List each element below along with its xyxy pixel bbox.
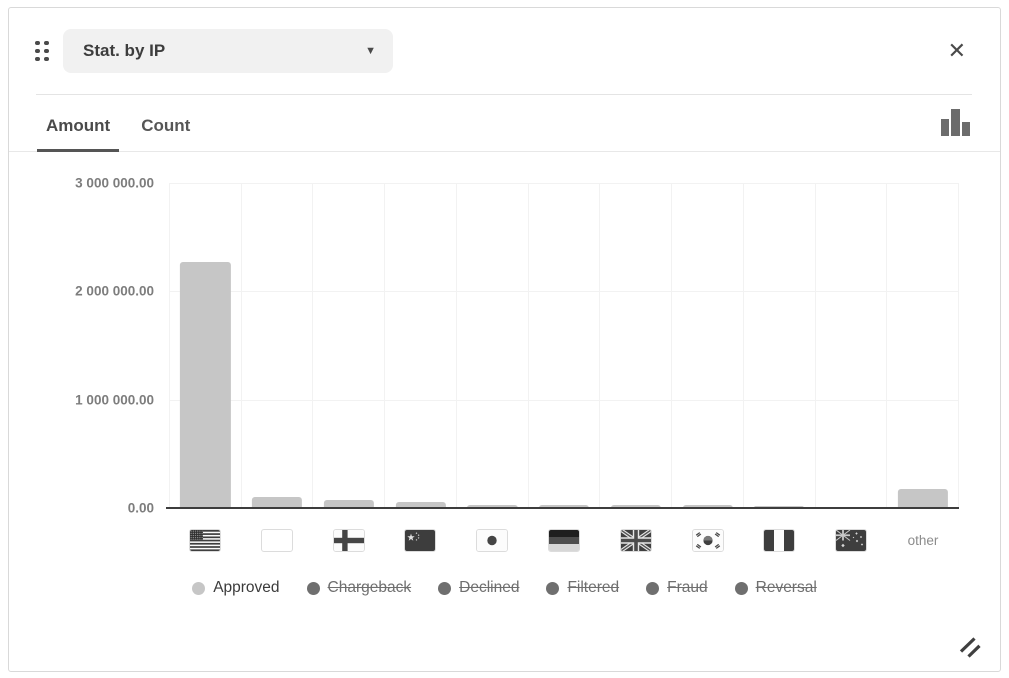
plot-area — [166, 183, 960, 509]
legend-dot — [734, 581, 748, 595]
legend-label: Filtered — [567, 579, 620, 596]
x-flag-finland — [313, 528, 385, 552]
x-label-other: other — [887, 528, 959, 552]
germany-flag-icon — [547, 528, 580, 552]
y-axis: 3 000 000.00 2 000 000.00 1 000 000.00 0.00 — [19, 176, 169, 516]
bar-us[interactable] — [180, 262, 231, 508]
tab-amount[interactable]: Amount — [37, 116, 120, 152]
legend-item-approved[interactable]: Approved — [192, 579, 280, 597]
legend-item-fraud[interactable]: Fraud — [646, 579, 708, 597]
x-axis-flags: other — [169, 528, 959, 552]
resize-handle-icon[interactable] — [958, 635, 983, 660]
plot-column-ng — [744, 183, 816, 508]
legend-dot — [546, 581, 560, 595]
plot-column-cn — [385, 183, 457, 508]
plot-column-au — [816, 183, 888, 508]
south-korea-flag-icon — [691, 528, 724, 552]
legend-label: Declined — [459, 579, 520, 596]
plot-column-fi — [313, 183, 386, 508]
chevron-down-icon: ▼ — [365, 45, 376, 57]
legend-dot — [646, 581, 660, 595]
china-flag-icon — [404, 528, 437, 552]
legend-dot — [306, 581, 320, 595]
japan-flag-icon — [476, 528, 509, 552]
blank-flag-icon — [260, 528, 293, 552]
bar-kr[interactable] — [682, 505, 733, 508]
legend-label: Chargeback — [327, 579, 412, 596]
x-flag-japan — [456, 528, 528, 552]
chart-area: 3 000 000.00 2 000 000.00 1 000 000.00 0.00 — [75, 176, 960, 516]
x-flag-us — [169, 528, 241, 552]
x-flag-south-korea — [672, 528, 744, 552]
y-tick-label: 2 000 000.00 — [75, 283, 154, 299]
drag-handle-icon[interactable] — [35, 40, 49, 62]
stat-by-ip-widget: Stat. by IP ▼ ✕ Amount Count 3 000 000.0… — [8, 7, 1001, 672]
gridline-horizontal — [170, 399, 959, 401]
nigeria-flag-icon — [763, 528, 796, 552]
legend-item-declined[interactable]: Declined — [438, 579, 519, 597]
legend-label: Reversal — [755, 579, 817, 596]
legend-item-filtered[interactable]: Filtered — [546, 579, 619, 597]
tab-count[interactable]: Count — [141, 116, 191, 135]
plot-column-other — [887, 183, 960, 508]
bar-other[interactable] — [897, 489, 948, 508]
y-tick-label: 1 000 000.00 — [75, 392, 154, 408]
x-flag-australia — [815, 528, 887, 552]
y-tick-label: 3 000 000.00 — [75, 175, 154, 191]
bar-unknown[interactable] — [251, 497, 303, 508]
uk-flag-icon — [619, 528, 652, 552]
widget-title-dropdown[interactable]: Stat. by IP ▼ — [63, 29, 393, 73]
legend-label: Fraud — [667, 579, 708, 596]
plot-column-jp — [457, 183, 529, 508]
bar-cn[interactable] — [395, 502, 446, 508]
tabs-bar: Amount Count — [9, 95, 1000, 152]
bar-jp[interactable] — [467, 505, 518, 508]
bar-chart-icon[interactable] — [940, 108, 970, 138]
bar-gb[interactable] — [610, 505, 661, 508]
header-divider — [36, 94, 972, 95]
legend-item-reversal[interactable]: Reversal — [734, 579, 817, 597]
x-flag-china — [384, 528, 456, 552]
us-flag-icon — [188, 528, 221, 552]
bar-ng[interactable] — [754, 505, 805, 508]
australia-flag-icon — [835, 528, 868, 552]
plot-column-unknown — [242, 183, 314, 508]
gridline-horizontal — [170, 291, 959, 293]
x-flag-unknown — [241, 528, 313, 552]
finland-flag-icon — [332, 528, 365, 552]
legend-dot — [438, 581, 452, 595]
legend: Approved Chargeback Declined Filtered Fraud R… — [9, 579, 1000, 597]
plot-column-kr — [672, 183, 744, 508]
x-axis-line — [166, 507, 959, 509]
plot-column-gb — [600, 183, 673, 508]
legend-dot — [192, 581, 206, 595]
widget-title: Stat. by IP — [83, 41, 166, 60]
plot-column-us — [170, 183, 242, 508]
close-button[interactable]: ✕ — [944, 36, 970, 66]
x-flag-uk — [600, 528, 672, 552]
y-tick-label: 0.00 — [127, 500, 154, 516]
bar-fi[interactable] — [323, 500, 374, 508]
other-category-label: other — [907, 532, 939, 548]
plot-column-de — [529, 183, 601, 508]
x-flag-nigeria — [744, 528, 816, 552]
gridline-horizontal — [170, 183, 959, 184]
widget-header: Stat. by IP ▼ ✕ — [9, 8, 1000, 73]
bar-de[interactable] — [538, 505, 590, 508]
legend-label: Approved — [213, 579, 280, 596]
x-flag-germany — [528, 528, 600, 552]
legend-item-chargeback[interactable]: Chargeback — [306, 579, 412, 597]
